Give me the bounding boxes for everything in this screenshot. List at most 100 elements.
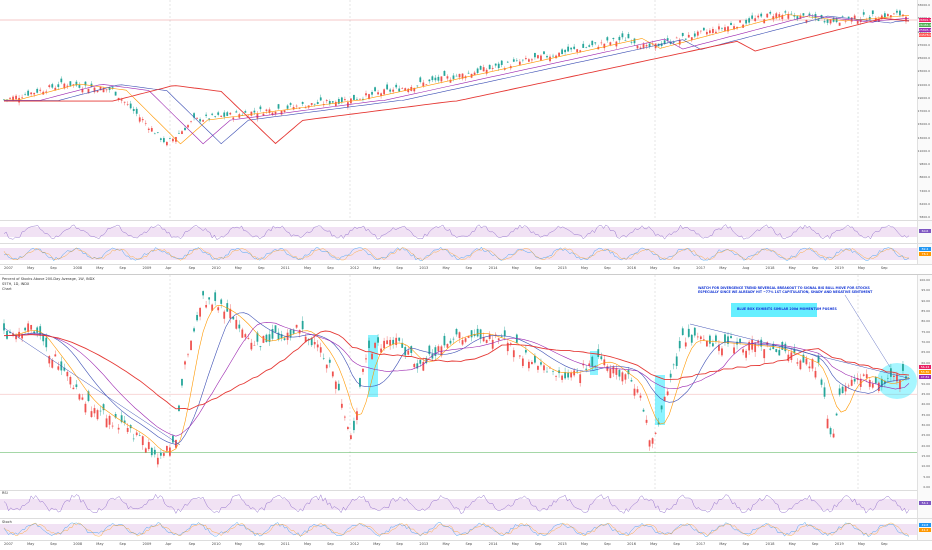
top-stoch-panel[interactable]: 82.4 76.1: [0, 244, 932, 265]
candle-body: [651, 438, 654, 444]
top-price-chart[interactable]: 33000.031000.029000.027000.025000.023000…: [0, 0, 932, 221]
candle-body: [757, 340, 760, 343]
candle-body: [567, 372, 570, 378]
candle-body: [362, 98, 364, 100]
candle-body: [715, 335, 717, 342]
candle-body: [606, 366, 609, 371]
candle-body: [310, 337, 313, 346]
top-price-tick: 13000.0: [917, 135, 930, 140]
date-label: 2016: [627, 266, 636, 270]
candle-body: [434, 77, 437, 81]
candle-body: [253, 344, 256, 346]
candle-body: [850, 17, 853, 22]
date-label: Sep: [880, 542, 888, 546]
candle-body: [467, 72, 470, 74]
candle-body: [675, 356, 678, 366]
bottom-date-axis[interactable]: 2007 May Sep 2008 May Sep 2009 Apr Sep 2010 May Sep…: [0, 541, 932, 549]
candle-body: [331, 371, 334, 377]
candle-body: [594, 42, 597, 44]
candle-body: [57, 84, 60, 87]
candle-body: [778, 14, 781, 18]
candle-body: [196, 117, 198, 119]
candle-body: [6, 330, 8, 339]
candle-body: [347, 427, 349, 429]
candle-body: [150, 128, 153, 132]
candle-body: [793, 348, 796, 354]
date-label: May: [580, 542, 589, 546]
candle-body: [277, 332, 280, 340]
candle-body: [727, 336, 729, 344]
candle-body: [585, 368, 588, 370]
date-label: Sep: [811, 542, 819, 546]
candle-body: [199, 307, 201, 317]
candle-body: [479, 329, 482, 339]
candle-body: [808, 366, 811, 369]
candle-body: [123, 420, 126, 423]
top-price-tick: 7400.0: [919, 188, 931, 193]
candle-body: [877, 382, 880, 392]
ma-fast-line: [3, 304, 910, 453]
candle-body: [663, 396, 666, 402]
candle-body: [733, 26, 735, 30]
stoch-badge: 76.1: [919, 252, 931, 256]
candle-body: [627, 33, 630, 39]
candle-body: [48, 356, 51, 364]
top-price-axis[interactable]: 33000.031000.029000.027000.025000.023000…: [917, 0, 932, 220]
candle-body: [422, 82, 425, 87]
candle-body: [787, 354, 790, 362]
candle-body: [340, 403, 343, 408]
candle-body: [99, 86, 102, 91]
bottom-price-axis[interactable]: 100.00 95.00 90.00 85.00 80.00 75.00 70.00 65.0…: [917, 275, 932, 490]
candle-body: [862, 374, 865, 376]
candle-body: [431, 76, 434, 81]
date-label: Aug: [742, 266, 750, 270]
candle-body: [193, 113, 195, 118]
bottom-breadth-chart[interactable]: Percent of Stocks Above 200-Day Average,…: [0, 274, 932, 491]
candle-body: [642, 44, 645, 49]
candle-body: [190, 121, 192, 122]
candle-body: [654, 432, 657, 434]
candle-body: [567, 46, 570, 52]
candle-body: [805, 19, 808, 23]
candle-body: [383, 340, 385, 349]
top-price-tick: 25000.0: [917, 56, 930, 60]
candle-body: [126, 104, 129, 105]
bottom-price-tick: 70.00: [921, 340, 930, 345]
candle-body: [546, 371, 548, 373]
bottom-stoch-panel[interactable]: Stoch 49.8 41.2: [0, 519, 932, 541]
candle-body: [319, 347, 322, 353]
top-rsi-panel[interactable]: 60.6: [0, 221, 932, 244]
candle-body: [419, 360, 422, 364]
oscillator-band: [0, 499, 918, 510]
candle-body: [552, 55, 554, 57]
bottom-price-tick: 30.00: [921, 422, 930, 427]
candle-body: [506, 61, 509, 63]
top-date-axis[interactable]: 2007 May Sep 2008 May Sep 2009 Apr Sep 2010 May Sep…: [0, 265, 932, 273]
candle-body: [54, 87, 57, 91]
candle-body: [21, 334, 23, 339]
date-label: Apr: [165, 542, 172, 546]
top-candles-plot[interactable]: [0, 0, 918, 220]
candle-body: [814, 370, 817, 378]
candle-body: [172, 435, 174, 443]
candle-body: [232, 117, 235, 119]
candle-body: [585, 47, 588, 49]
top-price-tick: 11000.0: [917, 148, 930, 153]
candle-body: [799, 15, 802, 19]
candle-body: [521, 59, 524, 61]
candle-body: [787, 13, 790, 19]
candle-body: [132, 438, 135, 440]
candle-body: [645, 45, 648, 47]
bottom-rsi-panel[interactable]: RSI 54.1: [0, 490, 932, 519]
oscillator-line: [3, 493, 910, 514]
bottom-stoch-axis: 49.8 41.2: [917, 519, 932, 540]
bottom-candles-plot[interactable]: [0, 275, 918, 490]
oscillator-line: [3, 521, 910, 538]
candle-body: [718, 344, 720, 351]
candle-body: [449, 340, 452, 344]
price-badge: 53.30: [919, 370, 931, 374]
trendline: [689, 323, 911, 379]
candle-body: [380, 93, 382, 96]
candle-body: [642, 409, 645, 412]
candle-body: [699, 30, 702, 32]
